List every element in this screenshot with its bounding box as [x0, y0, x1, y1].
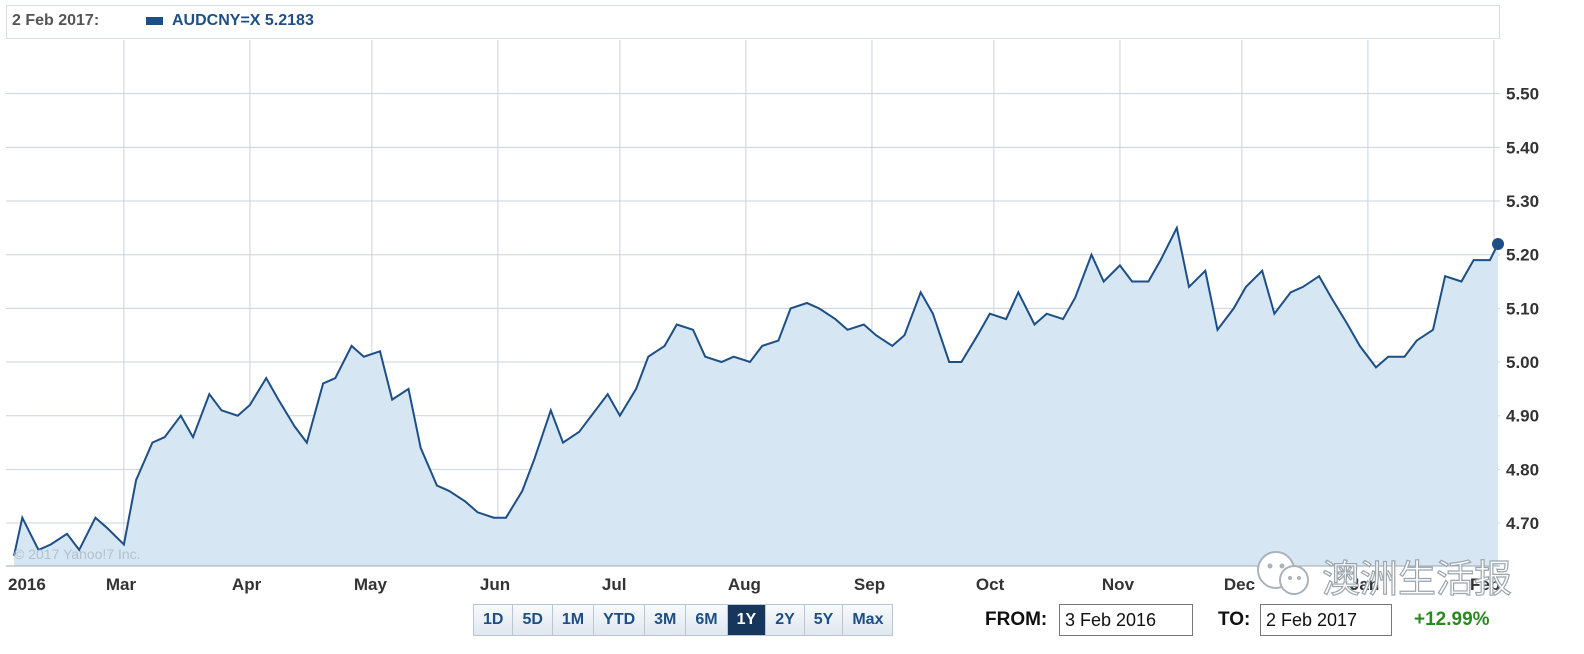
range-button-1m[interactable]: 1M [552, 605, 595, 635]
y-tick-label: 5.40 [1506, 138, 1539, 157]
x-tick-label: Aug [728, 575, 761, 594]
x-tick-label: Jun [480, 575, 510, 594]
range-button-1d[interactable]: 1D [474, 605, 514, 635]
percent-change: +12.99% [1414, 609, 1490, 630]
series-line [13, 224, 1499, 556]
range-button-6m[interactable]: 6M [686, 605, 728, 635]
range-button-5y[interactable]: 5Y [804, 605, 844, 635]
x-tick-label: Dec [1224, 575, 1255, 594]
x-tick-label: Jul [602, 575, 627, 594]
legend-swatch [146, 17, 163, 25]
x-tick-label: Nov [1102, 575, 1135, 594]
x-tick-label: Mar [106, 575, 137, 594]
x-axis: 2016 Mar Apr May Jun Jul Aug Sep Oct Nov Dec Jan Feb [8, 575, 1500, 594]
y-tick-label: 5.50 [1506, 85, 1539, 104]
range-button-max[interactable]: Max [843, 605, 893, 635]
from-date-input[interactable] [1059, 604, 1193, 636]
y-tick-label: 5.10 [1506, 299, 1539, 318]
legend-date: 2 Feb 2017: [12, 12, 100, 29]
watermark: © 2017 Yahoo!7 Inc. [14, 546, 141, 562]
from-label: FROM: [985, 609, 1048, 630]
series-area [14, 227, 1499, 566]
y-tick-label: 4.90 [1506, 407, 1539, 426]
wechat-logo [1257, 551, 1309, 595]
x-tick-label: Feb [1470, 575, 1500, 594]
range-button-5d[interactable]: 5D [513, 605, 553, 635]
range-selector: 1D 5D 1M YTD 3M 6M 1Y 2Y 5Y Max [473, 604, 894, 636]
y-axis: 4.70 4.80 4.90 5.00 5.10 5.20 5.30 5.40 5.50 [1506, 85, 1539, 533]
x-tick-label: May [354, 575, 388, 594]
x-tick-label: Oct [976, 575, 1005, 594]
x-tick-label: Apr [232, 575, 262, 594]
range-button-2y[interactable]: 2Y [766, 605, 805, 635]
y-tick-label: 4.70 [1506, 514, 1539, 533]
range-button-1y[interactable]: 1Y [727, 605, 767, 635]
x-tick-label: Sep [854, 575, 885, 594]
y-tick-label: 5.20 [1506, 246, 1539, 265]
range-button-ytd[interactable]: YTD [594, 605, 646, 635]
last-value-marker[interactable] [1492, 237, 1504, 250]
y-tick-label: 5.00 [1506, 353, 1539, 372]
to-date-input[interactable] [1260, 604, 1392, 636]
x-tick-label: Jan [1350, 575, 1379, 594]
y-tick-label: 5.30 [1506, 192, 1539, 211]
to-label: TO: [1218, 609, 1251, 630]
x-tick-label: 2016 [8, 575, 46, 594]
y-tick-label: 4.80 [1506, 460, 1539, 479]
range-button-3m[interactable]: 3M [645, 605, 687, 635]
legend-bar [6, 5, 1500, 39]
legend-series-label: AUDCNY=X 5.2183 [172, 12, 314, 29]
overlay-watermark-text: 澳洲生活报 [1322, 557, 1512, 601]
